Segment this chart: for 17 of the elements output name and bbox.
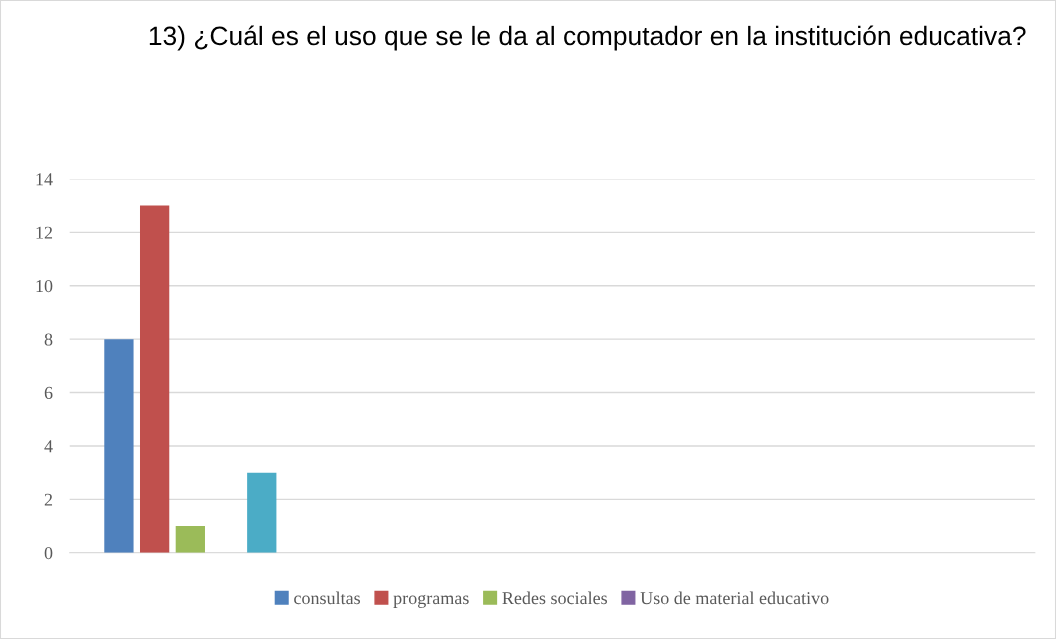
y-tick-label: 14 <box>36 173 53 186</box>
legend-label: programas <box>393 594 469 608</box>
y-tick-label: 8 <box>44 333 53 346</box>
bar <box>247 472 277 553</box>
y-tick-label: 12 <box>36 226 53 239</box>
y-tick-label: 10 <box>36 279 53 293</box>
y-tick-label: 6 <box>44 386 53 399</box>
legend-label: Redes sociales <box>502 591 607 605</box>
y-tick-label: 4 <box>44 440 53 453</box>
bar <box>139 205 170 553</box>
bar <box>175 526 205 553</box>
y-tick-label: 2 <box>44 493 53 506</box>
legend-label: consultas <box>294 591 360 605</box>
chart-title: 13) ¿Cuál es el uso que se le da al computador en la institución educativa? <box>149 25 1026 51</box>
y-tick-label: 0 <box>44 546 53 560</box>
bar <box>104 339 134 553</box>
legend-label: Uso de material educativo <box>640 591 829 605</box>
